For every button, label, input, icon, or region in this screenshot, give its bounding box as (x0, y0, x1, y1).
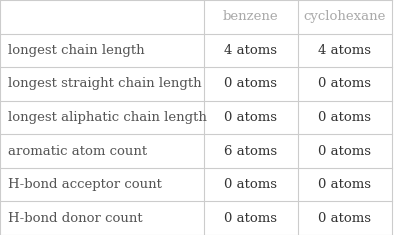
Text: 0 atoms: 0 atoms (318, 111, 371, 124)
Text: 0 atoms: 0 atoms (224, 178, 277, 191)
Text: cyclohexane: cyclohexane (303, 10, 386, 23)
Text: 0 atoms: 0 atoms (224, 77, 277, 90)
Text: longest aliphatic chain length: longest aliphatic chain length (8, 111, 207, 124)
Text: H-bond donor count: H-bond donor count (8, 212, 143, 225)
Text: 0 atoms: 0 atoms (224, 212, 277, 225)
Text: 0 atoms: 0 atoms (318, 212, 371, 225)
Text: aromatic atom count: aromatic atom count (8, 145, 147, 158)
Text: 0 atoms: 0 atoms (318, 145, 371, 158)
Text: 4 atoms: 4 atoms (318, 44, 371, 57)
Text: longest straight chain length: longest straight chain length (8, 77, 202, 90)
Text: longest chain length: longest chain length (8, 44, 145, 57)
Text: 0 atoms: 0 atoms (224, 111, 277, 124)
Text: H-bond acceptor count: H-bond acceptor count (8, 178, 162, 191)
Text: 0 atoms: 0 atoms (318, 77, 371, 90)
Text: benzene: benzene (223, 10, 278, 23)
Text: 6 atoms: 6 atoms (224, 145, 277, 158)
Text: 0 atoms: 0 atoms (318, 178, 371, 191)
Text: 4 atoms: 4 atoms (224, 44, 277, 57)
